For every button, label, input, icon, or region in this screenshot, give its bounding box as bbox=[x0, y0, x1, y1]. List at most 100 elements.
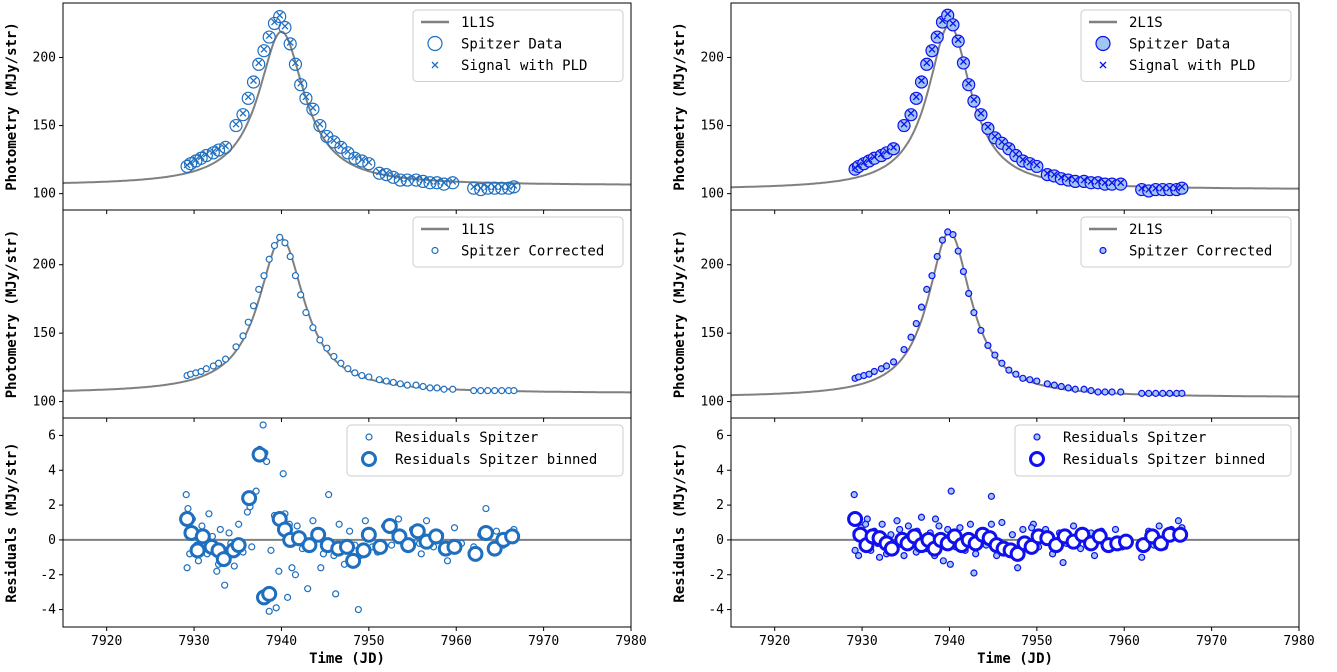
legend-point-swatch bbox=[431, 246, 439, 255]
corrected-point bbox=[255, 285, 263, 293]
residual-point bbox=[878, 520, 886, 528]
panel-left-top: 100 150 200 Photometry (MJy/str) 1L1S Spitzer… bbox=[4, 2, 632, 214]
legend-box bbox=[1080, 216, 1292, 268]
residual-point bbox=[194, 557, 203, 565]
pld-point bbox=[1080, 176, 1088, 184]
pld-point bbox=[939, 17, 946, 25]
corrected-point bbox=[970, 309, 978, 317]
corrected-point bbox=[323, 344, 331, 352]
binned-residual-point bbox=[251, 446, 268, 463]
pld-point bbox=[337, 142, 345, 150]
residual-point bbox=[184, 504, 192, 513]
residual-point bbox=[198, 522, 206, 530]
residual-point bbox=[272, 604, 280, 612]
residual-point bbox=[1138, 553, 1146, 561]
residual-point bbox=[917, 513, 926, 521]
corrected-point bbox=[358, 371, 366, 380]
binned-residual-point bbox=[230, 537, 247, 554]
residual-point bbox=[332, 590, 340, 598]
residual-point bbox=[931, 515, 940, 523]
binned-residual-point bbox=[355, 542, 372, 559]
y-tick-label: 200 bbox=[701, 50, 724, 65]
pld-point bbox=[890, 143, 897, 151]
corrected-point bbox=[239, 332, 247, 340]
corrected-point bbox=[1064, 384, 1072, 392]
residual-point bbox=[288, 564, 296, 572]
legend-box bbox=[346, 424, 624, 477]
legend-box bbox=[412, 216, 624, 268]
corrected-point bbox=[1117, 388, 1125, 396]
pld-point bbox=[187, 158, 195, 166]
pld-point bbox=[998, 138, 1006, 146]
residual-point bbox=[216, 525, 224, 534]
pld-point bbox=[928, 45, 936, 53]
residual-point bbox=[904, 522, 912, 530]
corrected-point bbox=[1178, 389, 1186, 397]
corrected-point bbox=[449, 385, 457, 393]
data-point bbox=[299, 91, 313, 105]
corrected-point bbox=[998, 359, 1006, 367]
data-point bbox=[262, 30, 276, 44]
residual-point bbox=[1008, 531, 1016, 539]
pld-point bbox=[358, 156, 366, 164]
residual-point bbox=[1019, 525, 1027, 534]
corrected-point bbox=[1043, 380, 1051, 388]
corrected-point bbox=[281, 239, 289, 247]
x-tick-label: 7950 bbox=[1021, 634, 1052, 649]
residual-point bbox=[1090, 551, 1099, 560]
y-tick-label: -2 bbox=[708, 568, 724, 583]
legend-circle-swatch bbox=[427, 35, 443, 52]
pld-point bbox=[281, 22, 289, 30]
residual-point bbox=[861, 520, 870, 528]
residual-point bbox=[443, 557, 452, 565]
corrected-point bbox=[965, 289, 973, 298]
corrected-point bbox=[244, 318, 252, 326]
corrected-point bbox=[270, 241, 279, 250]
pld-point bbox=[244, 93, 252, 101]
binned-residual-point bbox=[1023, 538, 1040, 555]
data-point bbox=[886, 142, 901, 156]
data-point bbox=[306, 102, 320, 116]
residual-point bbox=[935, 522, 943, 530]
corrected-point bbox=[938, 236, 947, 244]
data-point bbox=[981, 121, 995, 135]
pld-point bbox=[1057, 173, 1065, 181]
data-point bbox=[273, 10, 287, 24]
data-point bbox=[252, 57, 266, 71]
residual-point bbox=[482, 504, 490, 513]
corrected-point bbox=[419, 382, 427, 391]
y-tick-label: 0 bbox=[716, 533, 724, 548]
legend-cross-swatch bbox=[431, 61, 439, 69]
residual-point bbox=[1014, 564, 1022, 572]
residual-point bbox=[875, 553, 884, 561]
pld-point bbox=[870, 153, 878, 161]
binned-residual-point bbox=[241, 490, 258, 507]
data-point bbox=[362, 157, 376, 171]
residual-point bbox=[851, 546, 859, 554]
residual-point bbox=[265, 607, 273, 615]
pld-point bbox=[1094, 177, 1102, 185]
x-tick-label: 7930 bbox=[178, 634, 209, 649]
corrected-point bbox=[286, 252, 294, 261]
pld-point bbox=[912, 93, 920, 101]
pld-point bbox=[250, 77, 257, 85]
y-axis-label: Photometry (MJy/str) bbox=[4, 22, 20, 191]
corrected-point bbox=[928, 272, 936, 280]
y-tick-label: -2 bbox=[40, 568, 56, 583]
binned-residual-point bbox=[310, 526, 327, 543]
pld-point bbox=[1064, 175, 1072, 183]
corrected-point bbox=[396, 380, 404, 388]
pld-point bbox=[984, 123, 992, 131]
panel-left-mid: 100 150 200 Photometry (MJy/str) 1L1S Spitzer… bbox=[4, 209, 632, 422]
binned-residual-point bbox=[301, 537, 318, 554]
legend-label: Spitzer Data bbox=[461, 37, 562, 53]
residual-point bbox=[293, 522, 301, 530]
residual-point bbox=[998, 518, 1006, 527]
residual-point bbox=[259, 421, 267, 429]
panel-left-bottom: -4 -2 0 2 4 6 7920 7930 7940 7950 7960 7970 7980 Time… bbox=[4, 417, 647, 667]
x-tick-label: 7940 bbox=[266, 634, 297, 649]
corrected-point bbox=[297, 291, 305, 299]
pld-point bbox=[883, 147, 891, 155]
pld-point bbox=[1026, 158, 1034, 166]
corrected-point bbox=[309, 324, 317, 332]
